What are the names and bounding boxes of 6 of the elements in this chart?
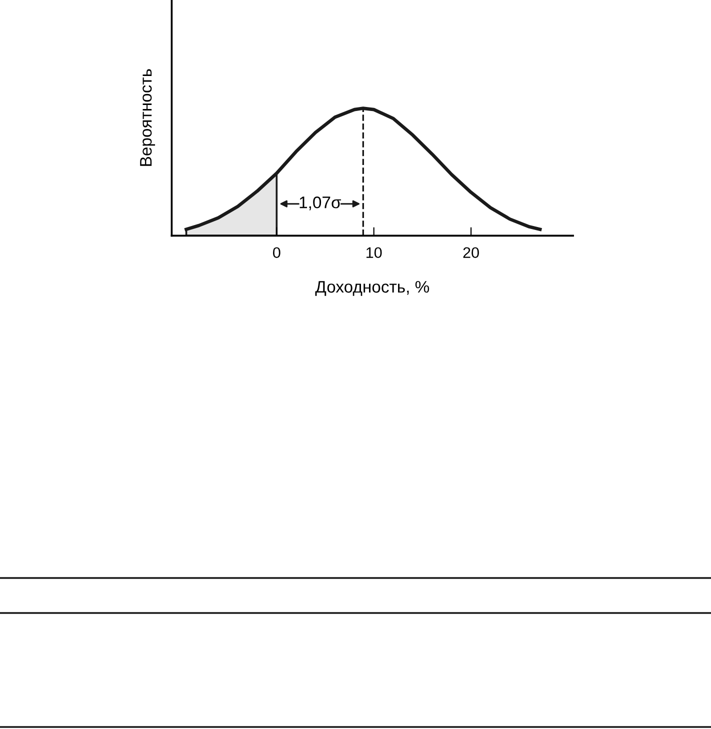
y-axis-title: Вероятность (140, 69, 156, 166)
x-tick-label: 10 (366, 247, 382, 258)
annotation: 1,07σ (300, 196, 342, 210)
x-axis-title: Доходность, % (315, 280, 430, 296)
x-tick-label: 20 (463, 247, 479, 258)
x-tick-label: 0 (273, 247, 280, 258)
